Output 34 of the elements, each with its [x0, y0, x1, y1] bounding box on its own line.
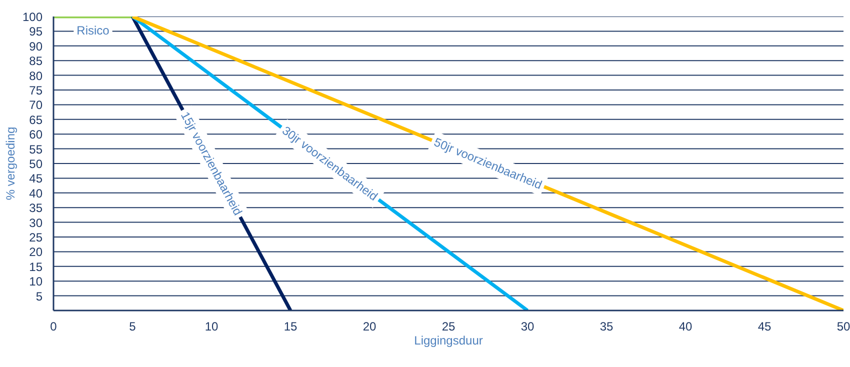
y-tick-label: 35 — [29, 201, 43, 216]
y-tick-label: 25 — [29, 230, 43, 244]
y-tick-label: 75 — [29, 84, 43, 98]
y-tick-label: 15 — [29, 260, 43, 274]
y-tick-label: 95 — [29, 24, 43, 39]
y-tick-label: 20 — [29, 245, 43, 260]
x-tick-label: 15 — [284, 320, 298, 334]
y-tick-label: 85 — [29, 54, 43, 68]
y-tick-label: 30 — [29, 216, 43, 230]
y-tick-label: 55 — [29, 142, 43, 156]
y-tick-label: 50 — [29, 157, 43, 171]
x-tick-label: 40 — [678, 320, 692, 334]
y-tick-label: 60 — [29, 128, 43, 142]
x-axis-title: Liggingsduur — [414, 334, 483, 348]
x-tick-label: 5 — [129, 320, 136, 334]
y-tick-label: 45 — [29, 172, 43, 186]
x-tick-label: 10 — [204, 320, 218, 334]
x-tick-label: 35 — [600, 320, 614, 334]
x-tick-label: 45 — [758, 320, 772, 334]
x-tick-label: 30 — [520, 320, 534, 334]
x-tick-label: 50 — [836, 320, 850, 334]
y-tick-label: 100 — [22, 10, 43, 24]
y-tick-label: 90 — [29, 39, 43, 54]
y-tick-label: 65 — [29, 112, 43, 127]
y-tick-label: 70 — [29, 98, 43, 112]
x-tick-label: 20 — [362, 320, 376, 334]
x-tick-label: 0 — [50, 320, 58, 334]
y-tick-label: 80 — [29, 68, 43, 83]
y-tick-label: 10 — [29, 274, 43, 289]
x-tick-label: 25 — [442, 320, 456, 334]
series-label: Risico — [76, 24, 110, 38]
y-tick-label: 5 — [36, 289, 43, 304]
y-tick-label: 40 — [29, 186, 43, 200]
y-axis-title: % vergoeding — [3, 126, 18, 200]
